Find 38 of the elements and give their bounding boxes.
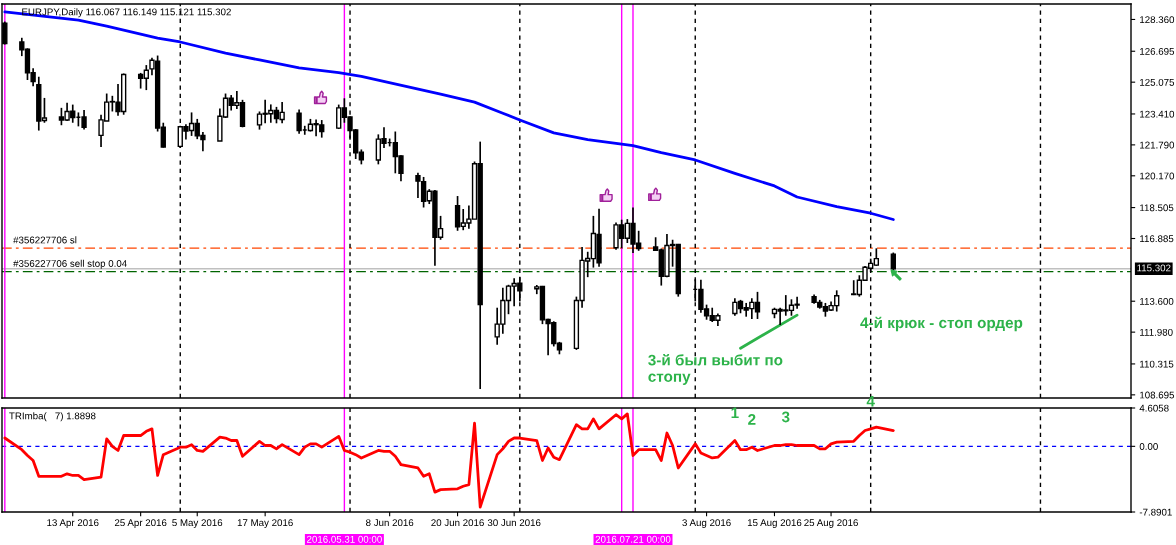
x-tick-label: 25 Aug 2016 xyxy=(804,519,858,529)
y-tick-label: 4.6058 xyxy=(1139,404,1169,412)
x-tick-label: 3 Aug 2016 xyxy=(682,519,731,529)
x-tick-label: 25 Apr 2016 xyxy=(114,519,167,529)
y-tick-label: 118.505 xyxy=(1140,204,1174,212)
x-tick-label: 20 Jun 2016 xyxy=(431,519,484,527)
annotation: 1 xyxy=(731,407,739,419)
x-tick-label: 15 Aug 2016 xyxy=(747,519,802,529)
y-tick-label: 111.980 xyxy=(1140,328,1173,336)
ref-line-label: #356227706 sl xyxy=(13,236,77,244)
y-tick-label: 108.695 xyxy=(1140,391,1175,399)
x-tick-label: 13 Apr 2016 xyxy=(47,519,99,529)
annotation: 3 xyxy=(781,411,790,423)
annotation: 2 xyxy=(748,414,756,425)
y-tick-label: 126.695 xyxy=(1140,47,1175,55)
y-tick-label: 125.075 xyxy=(1140,78,1175,86)
y-tick-label: -7.8901 xyxy=(1139,508,1172,516)
x-tick-label: 8 Jun 2016 xyxy=(366,519,414,527)
annotation: 4 xyxy=(866,395,875,407)
y-tick-label: 121.790 xyxy=(1140,141,1175,149)
y-tick-label: 116.885 xyxy=(1140,235,1174,243)
x-tick-label: 5 May 2016 xyxy=(172,519,223,529)
y-tick-label: 113.600 xyxy=(1140,297,1174,305)
y-tick-label: 128.360 xyxy=(1140,16,1175,24)
x-tick-label: 30 Jun 2016 xyxy=(487,519,541,527)
x-tick-label: 17 May 2016 xyxy=(237,519,293,529)
y-tick-label: 110.315 xyxy=(1140,360,1174,368)
ref-line-label: #356227706 sell stop 0.04 xyxy=(13,259,127,269)
ref-line-label: 115.302 xyxy=(1137,264,1171,272)
annotation: 4-й крюк - стоп ордер xyxy=(860,316,1023,332)
ref-line-label: 2016.07.21 00:00 xyxy=(595,535,671,543)
y-tick-label: 123.410 xyxy=(1140,110,1175,118)
annotation: 3-й был выбит по стопу xyxy=(648,353,783,385)
ref-line-label: 2016.05.31 00:00 xyxy=(307,535,382,543)
y-tick-label: 120.170 xyxy=(1140,172,1175,180)
chart-title: EURJPY,Daily 116.067 116.149 115.121 115.302 xyxy=(22,8,231,18)
y-tick-label: 0.00 xyxy=(1139,443,1158,450)
chart-title: TRImba( 7) 1.8898 xyxy=(9,412,96,422)
